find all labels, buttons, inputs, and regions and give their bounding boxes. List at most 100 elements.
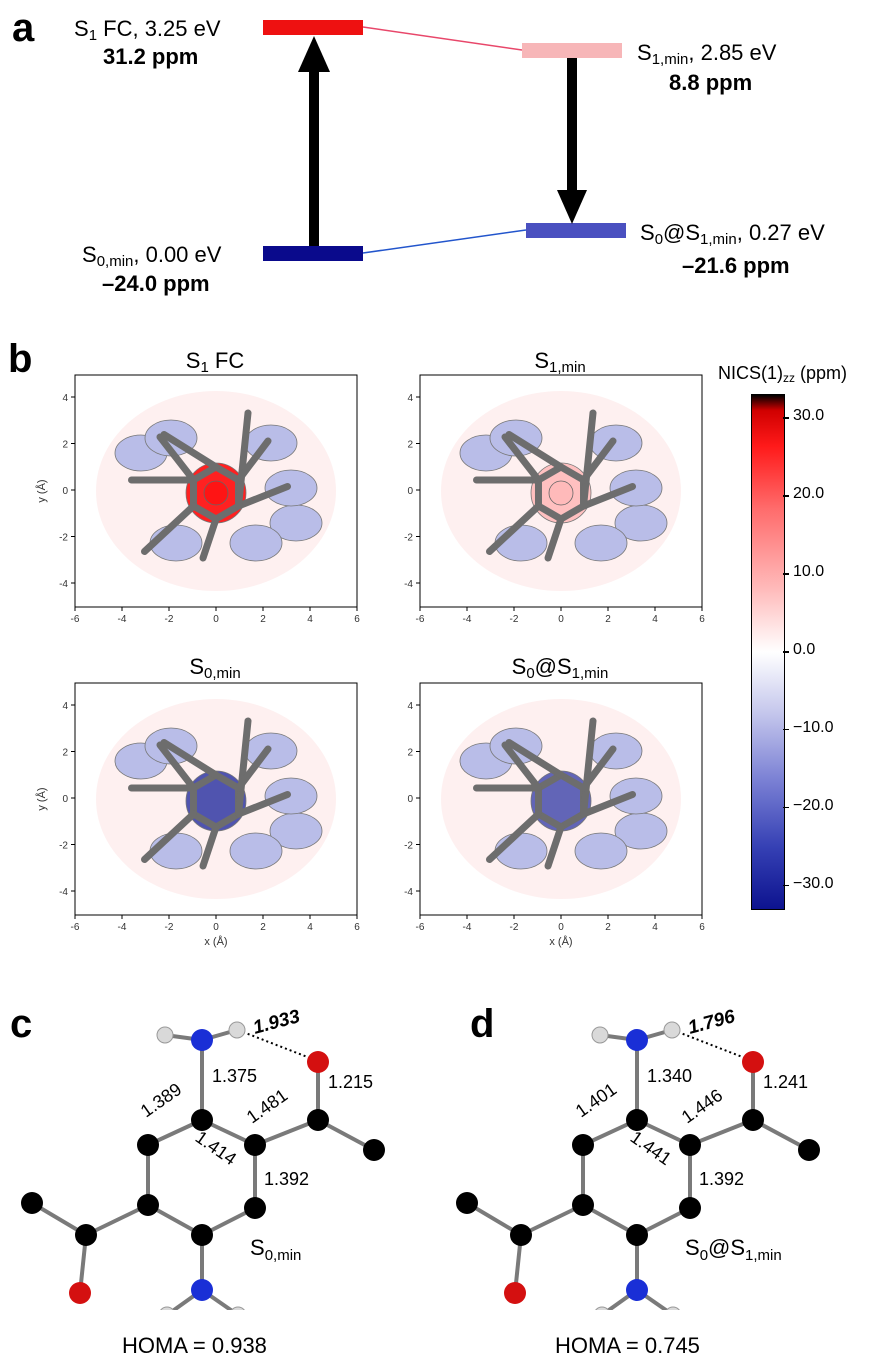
x-axis-label: x (Å)	[204, 935, 227, 948]
carbon-atom	[137, 1194, 159, 1216]
x-tick-label: -4	[463, 614, 472, 625]
hydrogen-atom	[231, 1306, 245, 1310]
level-s1-fc-ppm: 31.2 ppm	[103, 44, 199, 69]
hydrogen-bond	[242, 1031, 311, 1059]
substituent-bond	[580, 745, 617, 792]
bond-length: 1.241	[763, 1072, 808, 1092]
carbon-atom	[75, 1224, 97, 1246]
substituent-bond	[580, 483, 636, 510]
carbon-atom	[510, 1224, 532, 1246]
bond-length: 1.392	[699, 1169, 744, 1189]
substituent-bond	[160, 431, 220, 471]
y-tick-label: -4	[59, 579, 68, 590]
x-axis-label: x (Å)	[549, 935, 572, 948]
bond-length: 1.481	[243, 1085, 291, 1127]
panel-b-letter: b	[8, 337, 33, 381]
bond-length: 1.446	[678, 1085, 726, 1127]
nitrogen-atom	[626, 1029, 648, 1051]
map-title-s0-at-s1-min: S0@S1,min	[511, 654, 609, 682]
substituent-bond	[544, 823, 565, 870]
substituent-bond	[199, 823, 220, 870]
nics-map-2: -6 -4 -2 0 2 4 6 4 2 0 -2 -4 y (Å) x (Å)	[35, 682, 360, 948]
x-tick-label: -2	[165, 614, 174, 625]
x-tick-label: -6	[71, 922, 80, 933]
colorbar-tick-label: −30.0	[793, 874, 834, 892]
y-tick-label: 0	[407, 486, 413, 497]
colorbar-tick-mark	[783, 573, 789, 575]
substituent-bond	[160, 739, 220, 779]
substituent-bond	[580, 409, 597, 510]
ring-center-core	[548, 480, 574, 506]
colorbar-tick-label: −10.0	[793, 718, 834, 736]
y-tick-label: 0	[62, 486, 68, 497]
x-tick-label: -6	[416, 922, 425, 933]
substituent-bond	[235, 717, 252, 818]
y-tick-label: -2	[59, 841, 68, 852]
x-tick-label: 4	[307, 614, 313, 625]
x-tick-label: -4	[118, 614, 127, 625]
x-tick-label: 0	[558, 614, 564, 625]
substituent-bond	[156, 433, 197, 484]
level-s0-min	[263, 246, 363, 261]
y-axis-label: y (Å)	[35, 479, 48, 502]
x-tick-label: -4	[463, 922, 472, 933]
nitrogen-atom	[191, 1029, 213, 1051]
carbon-atom	[626, 1109, 648, 1131]
carbon-atom	[679, 1134, 701, 1156]
carbon-atom	[21, 1192, 43, 1214]
bond-length: 1.392	[264, 1169, 309, 1189]
colorbar-tick-label: 20.0	[793, 485, 825, 503]
y-axis-label: y (Å)	[35, 787, 48, 810]
nics-map-3: -6 -4 -2 0 2 4 6 4 2 0 -2 -4 x (Å)	[404, 682, 705, 948]
map-title-s0-min: S0,min	[189, 654, 241, 682]
substituent-bond	[580, 437, 617, 484]
substituent-bond	[501, 433, 542, 484]
absorption-arrow-head	[298, 36, 330, 72]
bond	[254, 1118, 319, 1147]
substituent-bond	[580, 791, 636, 818]
level-s0-at-s1-min	[526, 223, 626, 238]
x-tick-label: 2	[260, 922, 266, 933]
shielding-lobe	[574, 524, 628, 562]
carbon-atom	[137, 1134, 159, 1156]
colorbar-tick-mark	[783, 417, 789, 419]
y-tick-label: 2	[407, 748, 413, 759]
x-tick-label: 6	[699, 922, 705, 933]
substituent-bond	[199, 515, 220, 562]
carbon-atom	[679, 1197, 701, 1219]
carbon-atom	[363, 1139, 385, 1161]
hbond-length: 1.933	[251, 1006, 303, 1039]
level-s1-min	[522, 43, 622, 58]
hydrogen-bond	[677, 1031, 746, 1059]
oxygen-atom	[69, 1282, 91, 1304]
x-tick-label: -6	[416, 614, 425, 625]
hbond-length: 1.796	[686, 1006, 738, 1039]
colorbar-tick-label: 0.0	[793, 641, 816, 658]
nitrogen-atom	[626, 1279, 648, 1301]
y-tick-label: -4	[59, 887, 68, 898]
map-title-s1-min: S1,min	[534, 348, 586, 376]
y-tick-label: 2	[62, 440, 68, 451]
substituent-bond	[235, 409, 252, 510]
nitrogen-atom	[191, 1279, 213, 1301]
ring-center-core	[203, 480, 229, 506]
panel-d-letter: d	[470, 1002, 495, 1046]
substituent-bond	[544, 515, 565, 562]
shielding-lobe	[264, 469, 318, 507]
carbon-atom	[626, 1224, 648, 1246]
ground-connector-line	[362, 229, 527, 254]
carbon-atom	[742, 1109, 764, 1131]
homa-d: HOMA = 0.745	[555, 1333, 700, 1358]
bond	[520, 1203, 584, 1237]
hydrogen-atom	[591, 1026, 609, 1044]
x-tick-label: 6	[354, 614, 360, 625]
level-s0-min-ppm: –24.0 ppm	[102, 271, 210, 296]
substituent-bond	[141, 810, 197, 863]
oxygen-atom	[307, 1051, 329, 1073]
x-tick-label: 4	[652, 922, 658, 933]
level-s1-fc	[263, 20, 363, 35]
bond-length: 1.401	[572, 1079, 620, 1121]
x-tick-label: 0	[213, 614, 219, 625]
nics-map-0: -6 -4 -2 0 2 4 6 4 2 0 -2 -4 y (Å)	[35, 374, 360, 625]
